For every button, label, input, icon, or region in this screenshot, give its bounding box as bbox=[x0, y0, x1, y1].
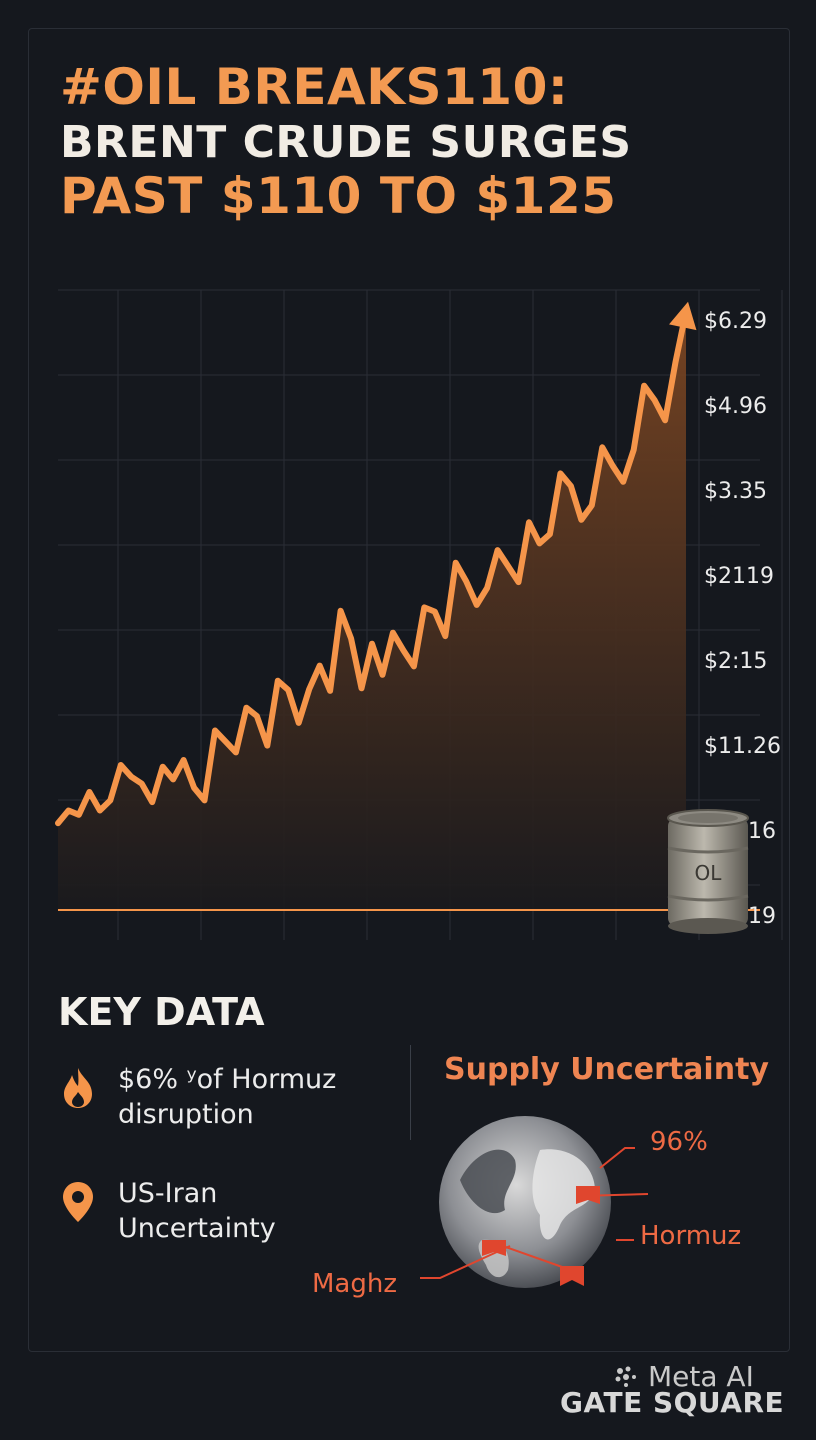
flag-marker bbox=[576, 1186, 600, 1204]
price-area-fill bbox=[58, 311, 686, 911]
maghz-label: Maghz bbox=[312, 1269, 397, 1299]
y-tick-label: 19 bbox=[748, 904, 776, 929]
meta-ai-icon bbox=[615, 1366, 636, 1387]
key-item-line: US-Iran bbox=[118, 1178, 218, 1209]
poster-frame bbox=[28, 28, 790, 1352]
watermark-text: Meta AI bbox=[648, 1360, 754, 1393]
globe-map: 96% Hormuz bbox=[420, 1116, 741, 1288]
watermark: Meta AI bbox=[612, 1360, 754, 1393]
flame-icon bbox=[64, 1068, 92, 1108]
key-item-line: $6% ʸof Hormuz bbox=[118, 1064, 337, 1095]
price-arrow-head bbox=[669, 301, 697, 331]
headline-line-2: BRENT CRUDE SURGES bbox=[60, 117, 632, 168]
headline-line-3: PAST $110 TO $125 bbox=[60, 167, 617, 226]
supply-uncertainty-title: Supply Uncertainty bbox=[444, 1052, 769, 1087]
price-chart: $6.29 $4.96 $3.35 $2119 $2:15 $11.26 16 19 bbox=[55, 289, 783, 940]
headline-line-1: #OIL BREAKS110: bbox=[60, 58, 569, 116]
y-tick-label: $3.35 bbox=[704, 479, 767, 504]
location-pin-icon bbox=[63, 1182, 93, 1222]
y-tick-label: $4.96 bbox=[704, 394, 767, 419]
y-tick-label: 16 bbox=[748, 819, 776, 844]
price-line bbox=[55, 308, 689, 827]
percent-label: 96% bbox=[650, 1127, 708, 1157]
key-data-title: KEY DATA bbox=[58, 990, 265, 1034]
y-axis-ticks: $6.29 $4.96 $3.35 $2119 $2:15 $11.26 16 19 bbox=[704, 309, 781, 929]
flag-marker bbox=[560, 1266, 584, 1286]
hormuz-label: Hormuz bbox=[640, 1221, 741, 1251]
y-tick-label: $2:15 bbox=[704, 649, 767, 674]
maghz-label-wrap: Maghz bbox=[312, 1269, 397, 1299]
y-tick-label: $11.26 bbox=[704, 734, 781, 759]
key-item-line: Uncertainty bbox=[118, 1213, 276, 1245]
y-tick-label: $6.29 bbox=[704, 309, 767, 334]
key-data-divider bbox=[410, 1045, 411, 1140]
oil-barrel-icon: OL bbox=[667, 809, 749, 934]
footer-brand: GATE SQUARE bbox=[560, 1386, 785, 1419]
barrel-label: OL bbox=[695, 861, 723, 885]
landmass bbox=[460, 1149, 516, 1214]
maghz-pointer-line bbox=[420, 1245, 511, 1279]
y-tick-label: $2119 bbox=[704, 564, 774, 589]
key-item-hormuz: $6% ʸof Hormuz disruption bbox=[60, 1062, 390, 1132]
key-item-line: disruption bbox=[118, 1099, 254, 1131]
headline: #OIL BREAKS110: BRENT CRUDE SURGES PAST … bbox=[60, 60, 760, 224]
key-item-us-iran: US-Iran Uncertainty bbox=[60, 1176, 390, 1246]
route-line bbox=[499, 1244, 566, 1269]
flag-marker bbox=[482, 1240, 506, 1256]
landmass bbox=[532, 1149, 595, 1240]
percent-pointer-line bbox=[599, 1147, 635, 1169]
